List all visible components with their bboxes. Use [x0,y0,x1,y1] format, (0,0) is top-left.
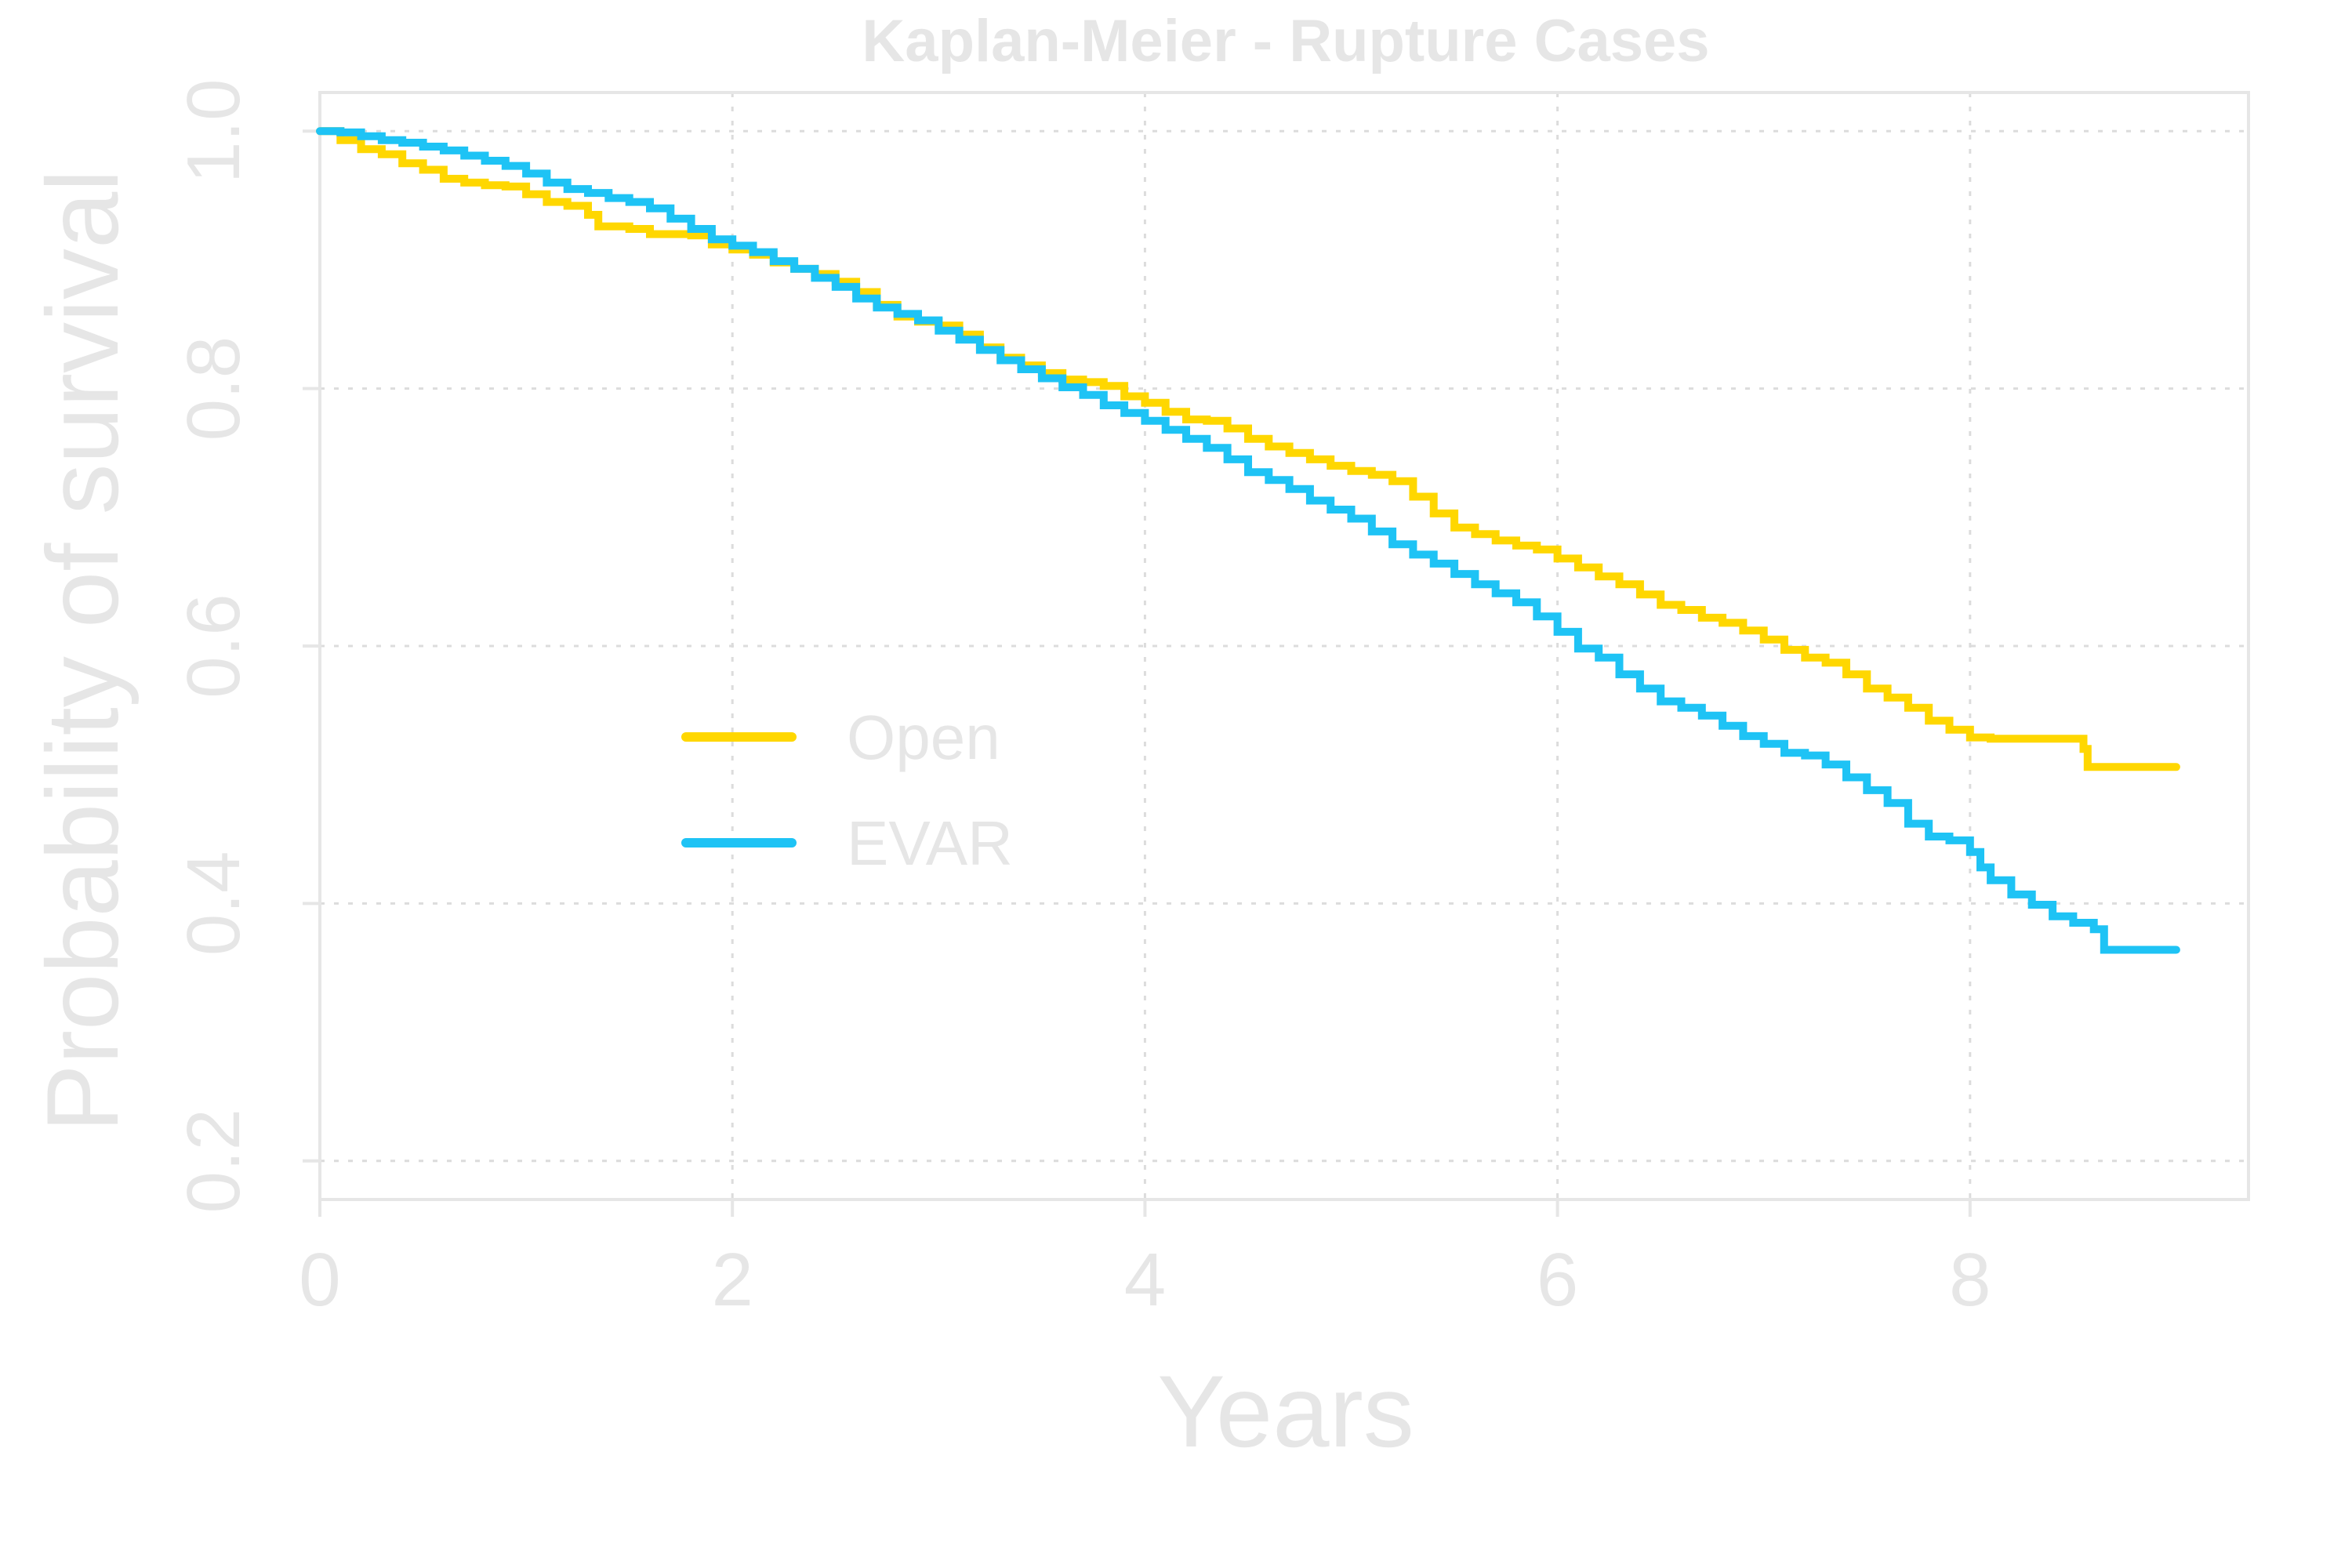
series-line-open [316,127,2180,771]
y-tick-group: 0.2 0.4 0.6 0.8 1.0 [172,79,320,1213]
x-tick-label: 8 [1949,1238,1991,1322]
y-tick-label: 0.4 [172,851,256,956]
legend: Open EVAR [681,702,1013,878]
series-line-evar [316,127,2180,954]
y-tick-label: 1.0 [172,79,256,183]
x-axis-label: Years [1157,1354,1414,1468]
x-tick-group: 0 2 4 6 8 [299,1200,1991,1322]
legend-label-evar: EVAR [847,808,1013,878]
x-tick-label: 0 [299,1238,340,1322]
x-tick-label: 6 [1537,1238,1578,1322]
grid-lines [318,93,2249,1200]
x-axis: 0 2 4 6 8 [299,1198,1991,1322]
y-tick-label: 0.2 [172,1109,256,1213]
y-tick-label: 0.6 [172,593,256,698]
y-tick-label: 0.8 [172,336,256,441]
chart-title: Kaplan-Meier - Rupture Cases [862,8,1709,74]
x-tick-label: 4 [1124,1238,1166,1322]
legend-label-open: Open [847,702,1000,772]
survival-curves [316,127,2180,954]
x-tick-label: 2 [712,1238,753,1322]
y-axis: 0.2 0.4 0.6 0.8 1.0 [172,79,321,1213]
y-axis-label: Probability of survival [25,169,140,1132]
